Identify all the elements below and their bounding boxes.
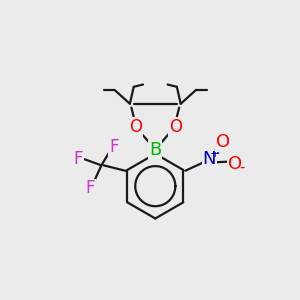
Text: F: F — [86, 179, 95, 197]
Text: O: O — [216, 133, 230, 151]
Text: -: - — [240, 160, 245, 175]
Text: O: O — [227, 155, 242, 173]
Text: +: + — [210, 146, 221, 160]
Text: F: F — [109, 138, 118, 156]
Text: O: O — [169, 118, 182, 136]
Text: B: B — [149, 141, 161, 159]
Text: O: O — [129, 118, 142, 136]
Text: F: F — [74, 150, 83, 168]
Text: N: N — [202, 150, 216, 168]
